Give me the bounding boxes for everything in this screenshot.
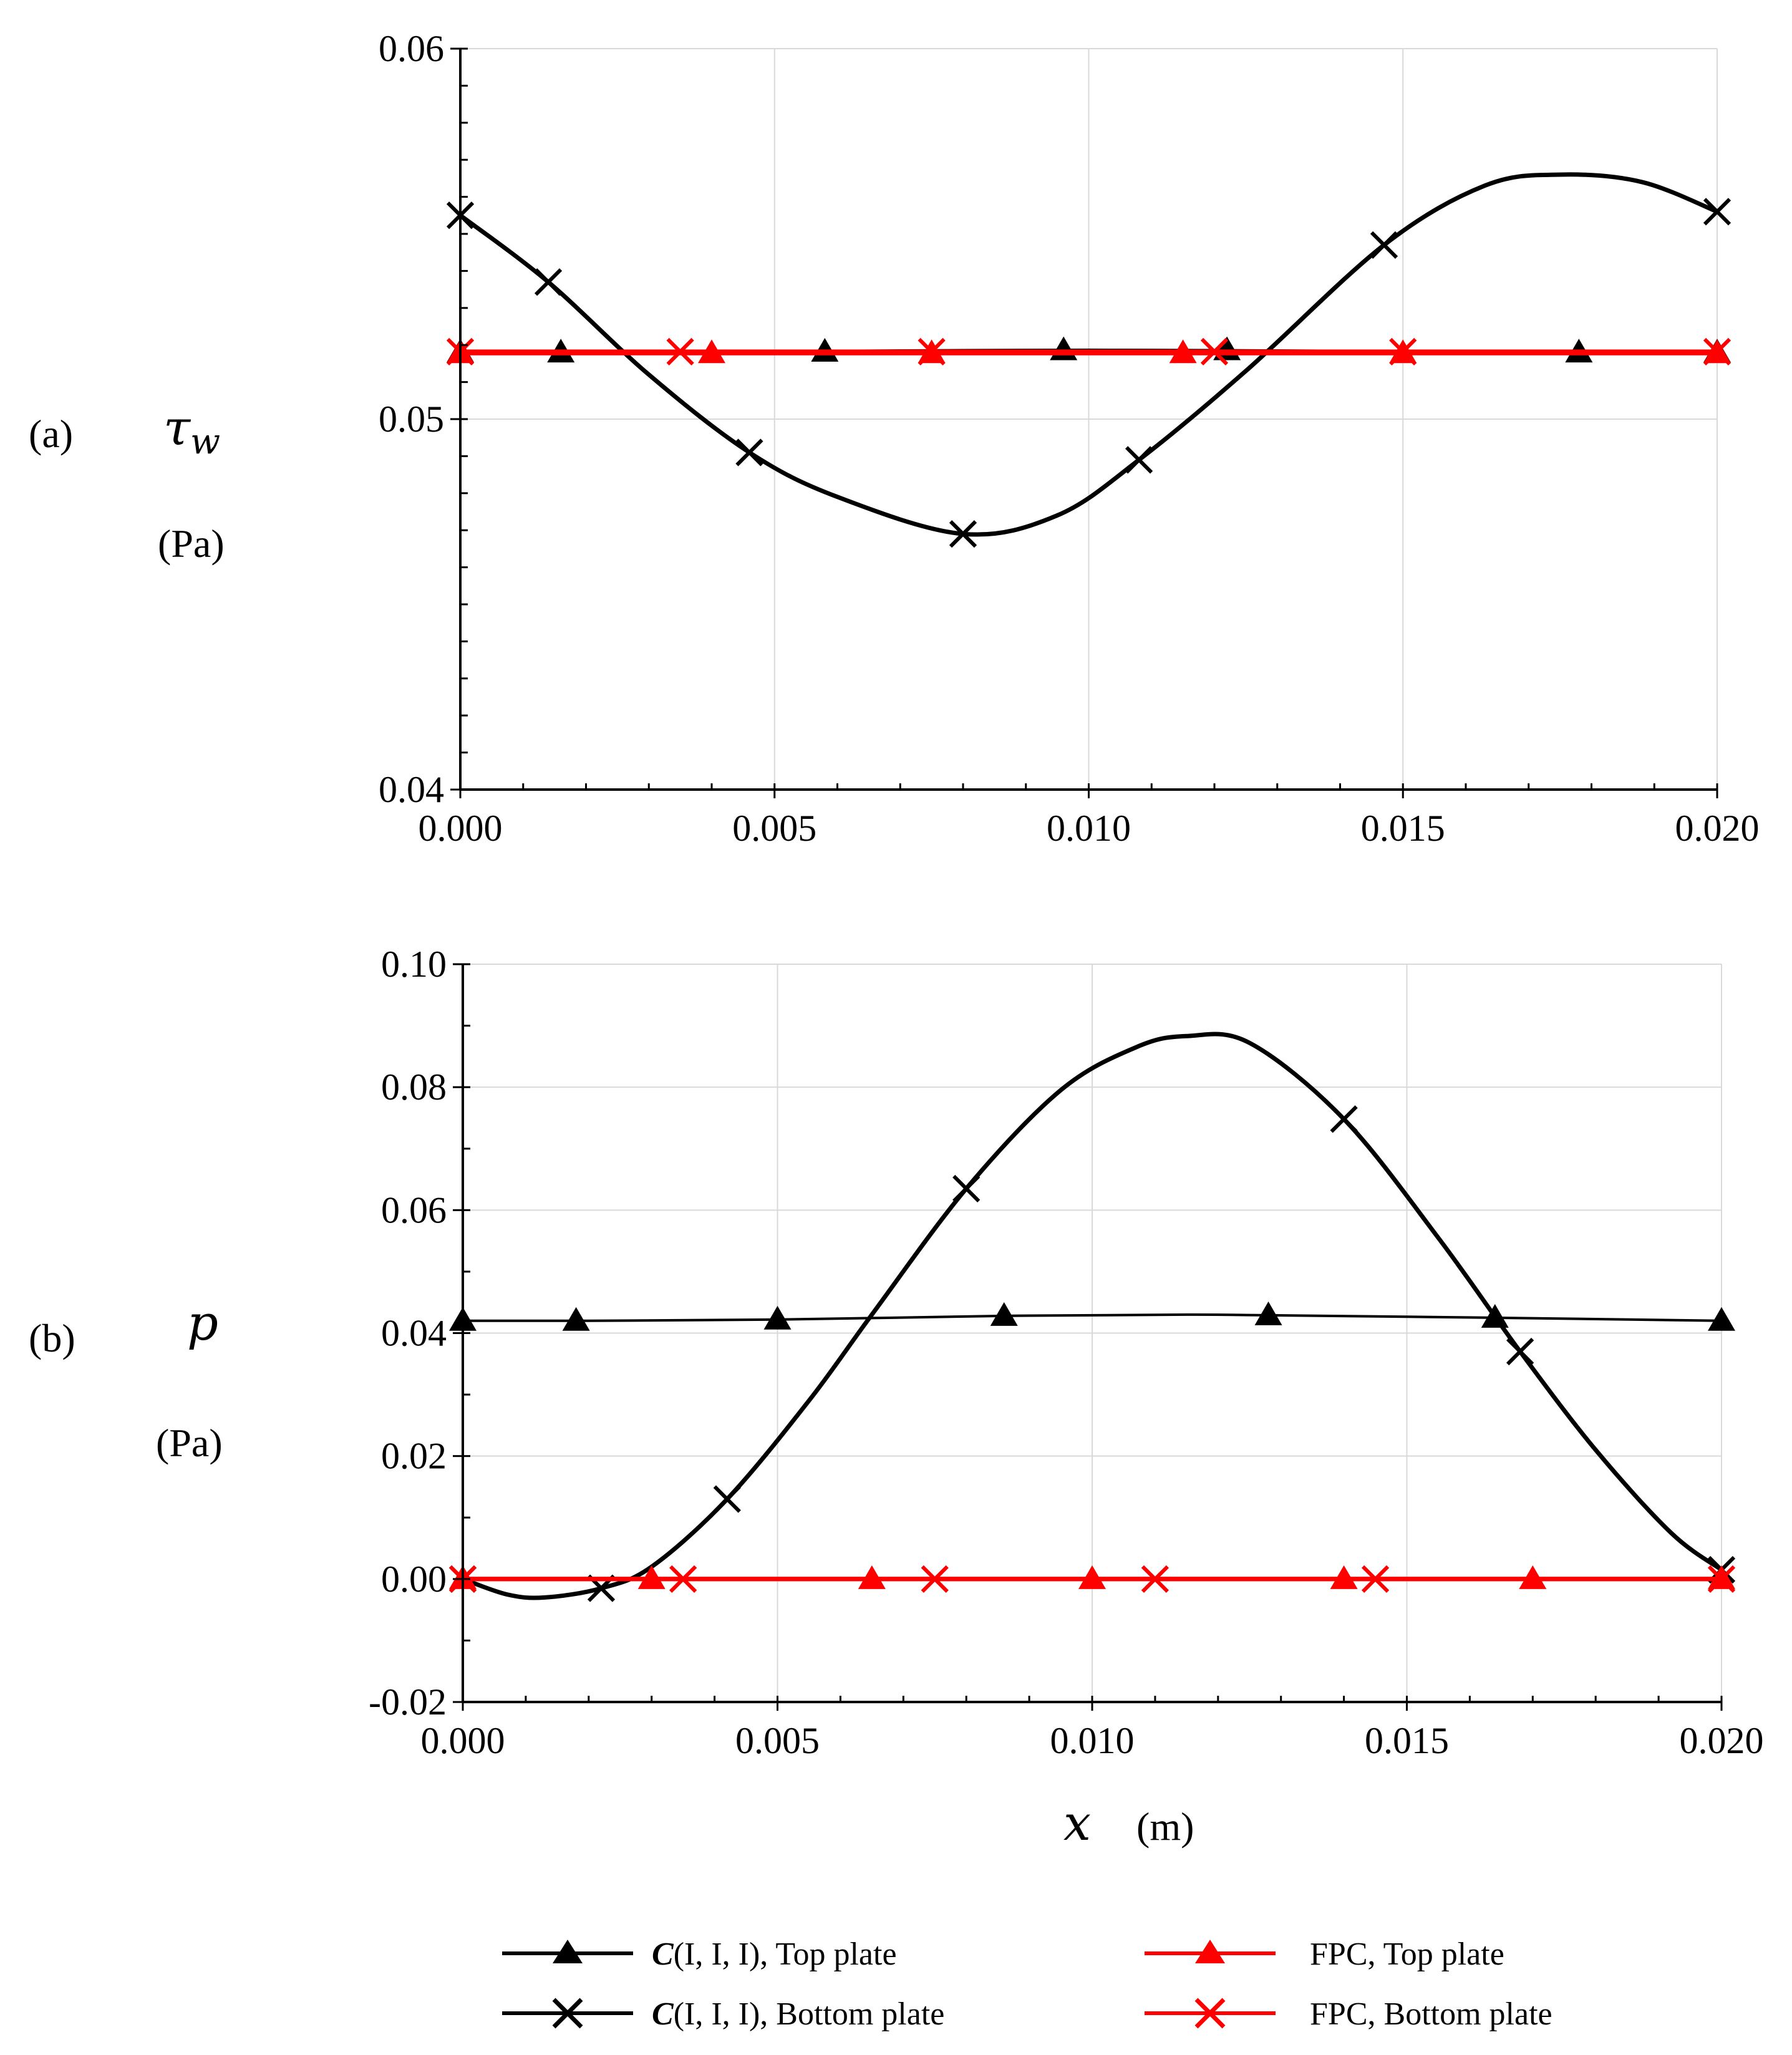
panel-b-label: (b): [29, 1316, 75, 1360]
y-tick-label: 0.10: [381, 944, 447, 985]
x-marker: [952, 1174, 981, 1202]
c-symbol: C: [652, 1996, 674, 2032]
legend: C(I, I, I), Top plate C(I, I, I), Bottom…: [502, 1937, 1552, 2032]
x-tick-label: 0.010: [1047, 808, 1131, 849]
x-tick-label: 0.000: [421, 1720, 505, 1761]
x-marker: [1330, 1105, 1358, 1133]
triangle-marker: [1708, 1307, 1735, 1331]
triangle-marker: [1254, 1301, 1282, 1325]
x-marker: [669, 1565, 697, 1593]
panel-a-ylabel-unit: (Pa): [158, 521, 225, 566]
x-marker: [713, 1485, 741, 1513]
w-subscript: w: [190, 422, 220, 462]
y-tick-label: 0.06: [381, 1189, 447, 1231]
series-fpc-bottom-plate: [448, 1565, 1736, 1593]
x-marker: [1389, 337, 1417, 366]
panel-b-xlabel-symbol: x: [1063, 1796, 1091, 1852]
panel-a-label: (a): [29, 412, 73, 456]
x-marker: [534, 268, 563, 296]
y-tick-label: 0.04: [381, 1313, 447, 1354]
x-tick-label: 0.020: [1680, 1720, 1764, 1761]
tau-symbol: τ: [163, 400, 191, 457]
triangle-marker: [763, 1305, 792, 1330]
x-marker: [1703, 198, 1731, 226]
triangle-marker: [990, 1302, 1018, 1326]
x-tick-label: 0.020: [1675, 808, 1760, 849]
legend-label: C(I, I, I), Top plate: [652, 1937, 897, 1972]
triangle-marker-icon: [553, 1940, 583, 1963]
triangle-marker-icon: [1195, 1940, 1225, 1963]
panel-a-series-layer: [446, 172, 1731, 548]
y-tick-label: 0.00: [381, 1559, 447, 1600]
legend-label: FPC, Bottom plate: [1310, 1996, 1552, 2032]
x-marker: [735, 438, 763, 467]
triangle-marker: [1050, 336, 1078, 360]
y-tick-label: 0.06: [379, 28, 444, 69]
legend-text: (I, I, I), Bottom plate: [674, 1996, 945, 2032]
x-marker: [666, 337, 694, 366]
legend-entry-c-top: C(I, I, I), Top plate: [502, 1937, 897, 1972]
x-marker: [1141, 1565, 1170, 1593]
panel-b-xlabel-unit: (m): [1136, 1804, 1194, 1849]
x-marker: [1703, 337, 1731, 366]
panel-a-chart: 0.000 0.005 0.010 0.015 0.020 0.04 0.05 0.06 (a…: [29, 28, 1760, 849]
x-tick-label: 0.015: [1365, 1720, 1449, 1761]
x-marker: [1200, 337, 1229, 366]
series-fpc-bottom-plate: [446, 337, 1731, 366]
c-symbol: C: [652, 1937, 674, 1972]
x-marker: [1370, 231, 1398, 259]
x-marker-icon: [1194, 1998, 1226, 2029]
y-tick-label: 0.02: [381, 1436, 447, 1477]
x-marker: [949, 520, 977, 548]
y-tick-label: 0.04: [379, 769, 444, 810]
x-tick-label: 0.005: [732, 808, 816, 849]
x-marker: [921, 1565, 949, 1593]
legend-entry-c-bottom: C(I, I, I), Bottom plate: [502, 1996, 944, 2032]
legend-entry-fpc-bottom: FPC, Bottom plate: [1145, 1996, 1552, 2032]
x-tick-label: 0.015: [1361, 808, 1445, 849]
panel-b-grid: [463, 964, 1722, 1703]
panel-b-chart: 0.000 0.005 0.010 0.015 0.020 -0.02 0.00 0.02 0.…: [29, 944, 1764, 1852]
x-marker-icon: [552, 1998, 583, 2029]
panel-b-axes: 0.000 0.005 0.010 0.015 0.020 -0.02 0.00 0.02 0.…: [369, 944, 1763, 1761]
x-marker: [1125, 446, 1153, 474]
panel-b-ylabel-unit: (Pa): [156, 1421, 223, 1465]
y-tick-label: 0.05: [379, 399, 444, 440]
legend-text: (I, I, I), Top plate: [674, 1937, 897, 1972]
x-marker: [1361, 1565, 1390, 1593]
panel-b-series-layer: [448, 1032, 1736, 1602]
legend-label: FPC, Top plate: [1310, 1937, 1504, 1972]
x-marker: [1707, 1565, 1736, 1593]
panel-a-grid: [460, 48, 1718, 790]
x-tick-label: 0.010: [1050, 1720, 1135, 1761]
panel-a-axes: 0.000 0.005 0.010 0.015 0.020 0.04 0.05 0.06: [379, 28, 1760, 849]
triangle-marker: [562, 1307, 590, 1331]
x-marker: [918, 337, 946, 366]
y-tick-label: 0.08: [381, 1066, 447, 1108]
series-line: [458, 172, 1718, 537]
panel-b-ylabel-symbol: p: [187, 1295, 218, 1351]
x-tick-label: 0.000: [419, 808, 503, 849]
x-tick-label: 0.005: [735, 1720, 820, 1761]
panel-a-ylabel-symbol: τw: [163, 400, 220, 462]
x-marker: [1506, 1337, 1534, 1366]
legend-entry-fpc-top: FPC, Top plate: [1145, 1937, 1504, 1972]
y-tick-label: -0.02: [369, 1681, 447, 1723]
legend-label: C(I, I, I), Bottom plate: [652, 1996, 944, 2032]
